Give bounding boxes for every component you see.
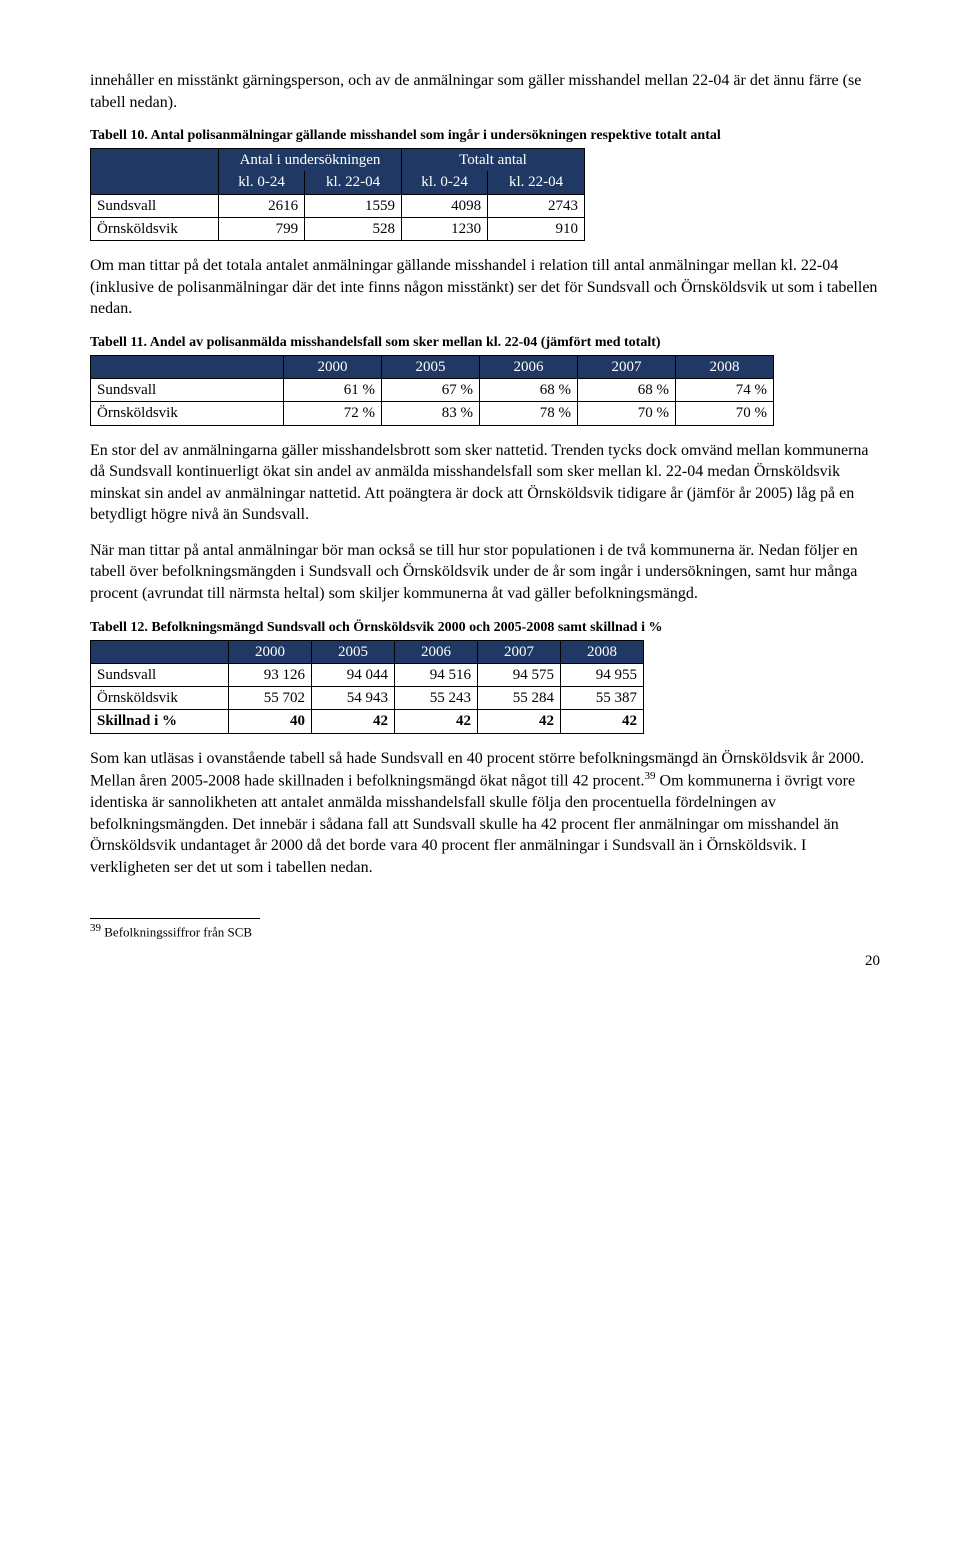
table12-caption: Tabell 12. Befolkningsmängd Sundsvall oc… <box>90 619 880 638</box>
paragraph-4: När man tittar på antal anmälningar bör … <box>90 540 880 605</box>
footnote-39: 39 Befolkningssiffror från SCB <box>90 921 880 941</box>
table11-caption: Tabell 11. Andel av polisanmälda misshan… <box>90 334 880 353</box>
table-row: Örnsköldsvik 55 702 54 943 55 243 55 284… <box>91 687 644 710</box>
page-number: 20 <box>90 951 880 971</box>
table10-header-cols: kl. 0-24 kl. 22-04 kl. 0-24 kl. 22-04 <box>91 171 585 194</box>
paragraph-2: Om man tittar på det totala antalet anmä… <box>90 255 880 320</box>
table-row: Örnsköldsvik 799 528 1230 910 <box>91 217 585 240</box>
table-row-skillnad: Skillnad i % 40 42 42 42 42 <box>91 710 644 733</box>
table11: 2000 2005 2006 2007 2008 Sundsvall 61 % … <box>90 355 774 426</box>
paragraph-3: En stor del av anmälningarna gäller miss… <box>90 440 880 526</box>
table10: Antal i undersökningen Totalt antal kl. … <box>90 148 585 241</box>
table11-header: 2000 2005 2006 2007 2008 <box>91 355 774 378</box>
table10-grp1: Antal i undersökningen <box>219 149 402 172</box>
table10-header-group: Antal i undersökningen Totalt antal <box>91 149 585 172</box>
table10-caption: Tabell 10. Antal polisanmälningar gällan… <box>90 127 880 146</box>
table-row: Sundsvall 93 126 94 044 94 516 94 575 94… <box>91 663 644 686</box>
table12-header: 2000 2005 2006 2007 2008 <box>91 640 644 663</box>
table10-grp2: Totalt antal <box>402 149 585 172</box>
table-row: Sundsvall 61 % 67 % 68 % 68 % 74 % <box>91 379 774 402</box>
table-row: Sundsvall 2616 1559 4098 2743 <box>91 194 585 217</box>
footnote-ref-39: 39 <box>645 770 656 782</box>
paragraph-5: Som kan utläsas i ovanstående tabell så … <box>90 748 880 879</box>
intro-paragraph: innehåller en misstänkt gärningsperson, … <box>90 70 880 113</box>
footnote-separator <box>90 918 260 919</box>
table-row: Örnsköldsvik 72 % 83 % 78 % 70 % 70 % <box>91 402 774 425</box>
footnote-number: 39 <box>90 922 101 934</box>
footnote-text: Befolkningssiffror från SCB <box>101 925 252 940</box>
table12: 2000 2005 2006 2007 2008 Sundsvall 93 12… <box>90 640 644 734</box>
